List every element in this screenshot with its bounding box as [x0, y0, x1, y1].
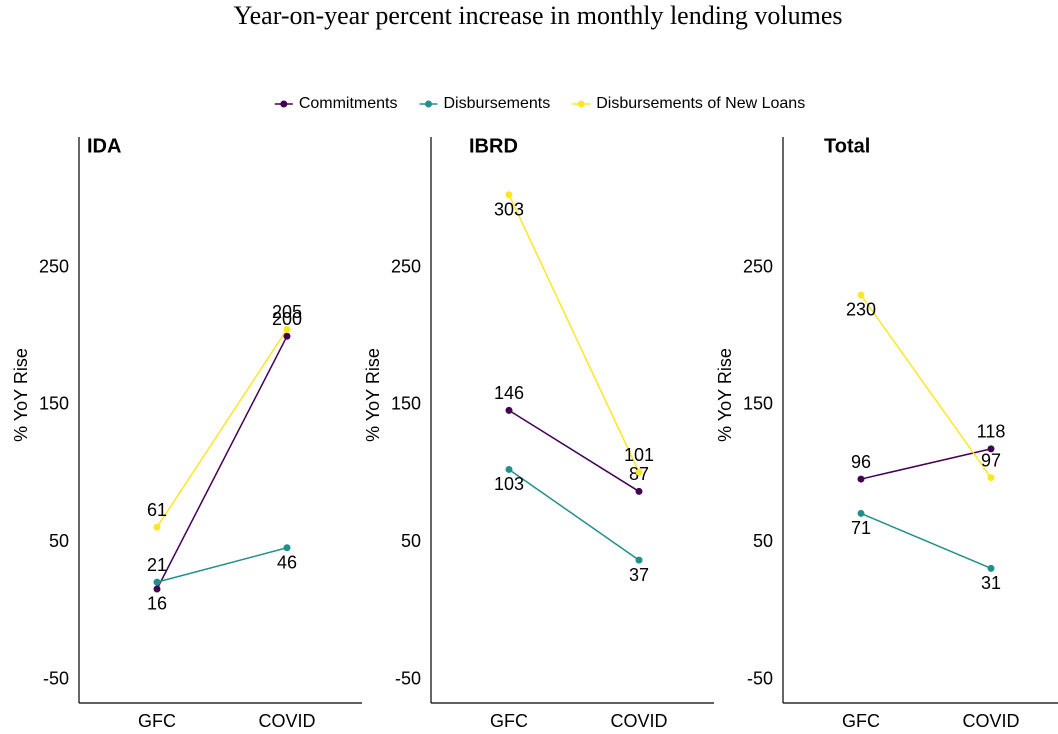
y-tick-label: 50 [401, 531, 421, 551]
panel-title: Total [824, 135, 870, 157]
point [635, 487, 643, 495]
data-label: 97 [981, 450, 1001, 470]
series-line [508, 468, 640, 561]
data-label: 46 [277, 553, 297, 573]
data-label: 303 [494, 199, 524, 219]
data-label: 103 [494, 474, 524, 494]
data-label: 71 [851, 518, 871, 538]
panel-title: IBRD [469, 135, 518, 157]
y-tick-label: 250 [391, 256, 421, 276]
y-axis-label: % YoY Rise [11, 348, 31, 442]
legend-marker [577, 100, 585, 108]
point [857, 509, 865, 517]
x-tick-label: GFC [842, 711, 880, 731]
panel-title: IDA [87, 135, 121, 157]
point [635, 556, 643, 564]
point [153, 523, 161, 531]
y-axis-label: % YoY Rise [363, 348, 383, 442]
legend-label: Disbursements [444, 95, 551, 112]
data-label: 205 [272, 302, 302, 322]
series-line [508, 409, 640, 493]
series-line [156, 547, 288, 583]
x-tick-label: COVID [610, 711, 667, 731]
point [505, 406, 513, 414]
x-tick-label: COVID [962, 711, 1019, 731]
x-tick-label: GFC [490, 711, 528, 731]
legend-marker [425, 100, 432, 108]
y-tick-label: 150 [391, 394, 421, 414]
x-tick-label: COVID [258, 711, 315, 731]
y-tick-label: 250 [39, 256, 69, 276]
data-label: 61 [147, 500, 167, 520]
y-tick-label: 250 [743, 256, 773, 276]
point [283, 544, 291, 552]
point [987, 474, 995, 482]
y-tick-label: 150 [39, 394, 69, 414]
point [505, 191, 513, 199]
data-label: 21 [147, 555, 167, 575]
series-line [156, 335, 288, 590]
y-tick-label: -50 [395, 668, 421, 688]
legend: Commitments Disbursements Disbursements of… [274, 95, 805, 112]
point [283, 325, 291, 333]
data-label: 230 [846, 300, 876, 320]
series-line [860, 294, 992, 479]
legend-label: Disbursements of New Loans [596, 95, 805, 112]
data-label: 16 [147, 594, 167, 614]
y-tick-label: 50 [753, 531, 773, 551]
point [505, 465, 513, 473]
y-axis-label: % YoY Rise [715, 348, 735, 442]
point [857, 291, 865, 299]
legend-item: Disbursements of New Loans [572, 95, 805, 112]
data-label: 96 [851, 452, 871, 472]
series-line [156, 328, 288, 528]
legend-item: Commitments [274, 95, 398, 112]
series-line [860, 512, 992, 570]
chart-title: Year-on-year percent increase in monthly… [233, 1, 842, 30]
x-tick-label: GFC [138, 711, 176, 731]
point [153, 578, 161, 586]
legend-label: Commitments [299, 95, 398, 112]
legend-item: Disbursements [419, 95, 551, 112]
data-label: 31 [981, 573, 1001, 593]
y-tick-label: 150 [743, 394, 773, 414]
point [987, 564, 995, 572]
point [857, 475, 865, 483]
data-label: 200 [272, 309, 302, 329]
y-tick-label: -50 [43, 668, 69, 688]
data-label: 37 [629, 565, 649, 585]
data-label: 101 [624, 445, 654, 465]
series-line [508, 194, 640, 473]
legend-marker [280, 100, 288, 108]
data-label: 118 [977, 422, 1006, 442]
point [153, 585, 161, 593]
data-label: 146 [494, 383, 524, 403]
point [635, 468, 643, 476]
y-tick-label: 50 [49, 531, 69, 551]
y-tick-label: -50 [747, 668, 773, 688]
point [283, 332, 291, 340]
point [987, 445, 995, 453]
series-line [860, 448, 992, 480]
